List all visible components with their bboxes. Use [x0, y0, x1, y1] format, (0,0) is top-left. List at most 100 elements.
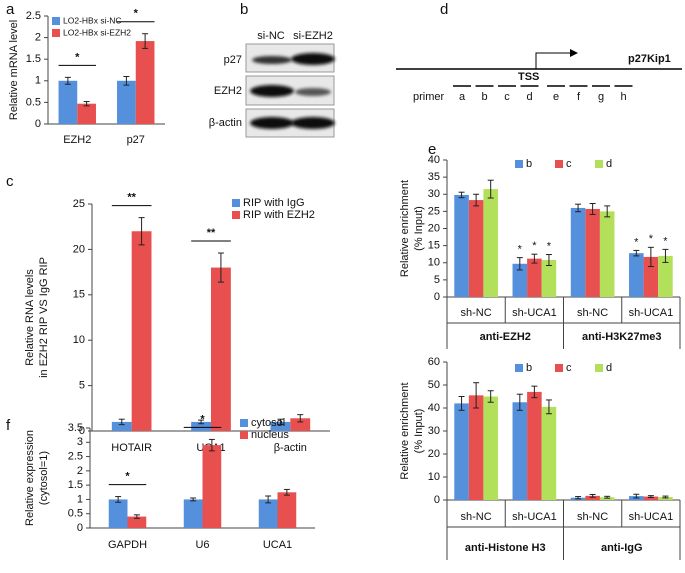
x-tick-label: sh-NC	[577, 511, 608, 523]
y-axis-label: Relative RNA levels	[24, 269, 36, 366]
y-tick-label: 25	[73, 198, 85, 210]
group-label: anti-EZH2	[480, 331, 531, 343]
y-tick-label: 25	[428, 205, 440, 217]
legend-label: nucleus	[251, 429, 289, 441]
legend-swatch	[595, 364, 603, 372]
bar	[454, 403, 469, 500]
bar	[468, 395, 484, 500]
error-bar	[633, 493, 640, 499]
lane-label: si-NC	[257, 30, 285, 42]
error-bar	[265, 495, 272, 504]
y-tick-label: 2.5	[26, 10, 41, 22]
bar	[127, 516, 147, 528]
x-tick-label: HOTAIR	[111, 442, 152, 454]
error-bar	[604, 495, 611, 499]
y-tick-label: 20	[428, 222, 440, 234]
bar	[527, 391, 542, 500]
bar	[658, 255, 673, 297]
error-bar	[190, 497, 197, 502]
bar	[541, 406, 557, 500]
legend-label: d	[606, 362, 612, 374]
y-tick-label: 5	[79, 380, 85, 392]
y-axis-label: (cytosol=1)	[38, 451, 50, 505]
bar	[191, 421, 211, 431]
primer-name: b	[481, 91, 487, 103]
panel-letter: c	[6, 173, 14, 190]
error-bar	[458, 191, 465, 199]
y-tick-label: 40	[428, 154, 440, 166]
significance: *	[547, 240, 552, 252]
error-bar	[64, 76, 71, 85]
significance: *	[649, 233, 654, 245]
y-tick-label: 20	[73, 243, 85, 255]
bar	[211, 267, 231, 431]
y-tick-label: 1.5	[68, 479, 83, 491]
bar	[643, 496, 659, 500]
primer-label: primer	[413, 91, 445, 103]
bar	[258, 499, 278, 528]
legend-label: c	[566, 158, 572, 170]
y-tick-label: 30	[428, 188, 440, 200]
group-label: anti-IgG	[601, 542, 643, 554]
y-axis-label: Relative enrichment	[399, 382, 411, 479]
error-bar	[83, 101, 90, 107]
y-tick-label: 2	[77, 465, 83, 477]
y-tick-label: 1	[35, 75, 41, 87]
significance: *	[200, 413, 205, 425]
y-tick-label: 3.5	[68, 422, 83, 434]
legend-label: b	[526, 158, 532, 170]
legend-label: b	[526, 362, 532, 374]
y-tick-label: 0	[434, 291, 440, 303]
bar	[77, 103, 96, 124]
legend-label: LO2-HBx si-EZH2	[63, 27, 131, 37]
primer-name: d	[526, 91, 532, 103]
error-bar	[123, 75, 130, 86]
error-bar	[118, 418, 125, 426]
legend-swatch	[515, 364, 523, 372]
bar	[135, 41, 155, 124]
x-tick-label: UCA1	[263, 539, 292, 551]
primers: a b c d e f g h	[453, 85, 633, 103]
y-tick-label: 3	[77, 436, 83, 448]
bar	[117, 80, 136, 124]
x-tick-label: GAPDH	[108, 539, 147, 551]
x-tick-label: sh-UCA1	[629, 511, 674, 523]
error-bar	[647, 495, 654, 498]
y-tick-label: 0	[434, 494, 440, 506]
error-bar	[589, 202, 596, 215]
legend-label: c	[566, 362, 572, 374]
error-bar	[473, 193, 480, 207]
blot-band	[291, 117, 335, 129]
group-label: anti-Histone H3	[465, 542, 546, 554]
legend-swatch	[232, 211, 240, 219]
y-tick-label: 2.5	[68, 450, 83, 462]
bar	[527, 258, 542, 297]
legend-swatch	[555, 160, 563, 168]
error-bar	[633, 249, 640, 257]
error-bar	[487, 179, 494, 199]
blot-band	[252, 56, 292, 64]
error-bar	[662, 248, 669, 263]
error-bar	[545, 399, 552, 415]
error-bar	[516, 257, 523, 271]
x-tick-label: sh-UCA1	[512, 307, 557, 319]
error-bar	[604, 205, 611, 218]
bar	[599, 211, 615, 297]
bar	[202, 445, 222, 528]
significance: *	[663, 235, 668, 247]
primer-name: g	[598, 91, 604, 103]
bar	[183, 499, 203, 528]
y-axis-label: Relative mRNA level	[8, 20, 20, 120]
error-bar	[662, 495, 669, 499]
error-bar	[297, 414, 304, 423]
error-bar	[198, 419, 205, 425]
x-tick-label: U6	[195, 539, 209, 551]
legend-label: d	[606, 158, 612, 170]
primer-name: c	[504, 91, 510, 103]
blot-band	[250, 85, 294, 97]
significance: *	[134, 8, 139, 20]
error-bar	[516, 393, 523, 411]
bar	[658, 497, 673, 500]
